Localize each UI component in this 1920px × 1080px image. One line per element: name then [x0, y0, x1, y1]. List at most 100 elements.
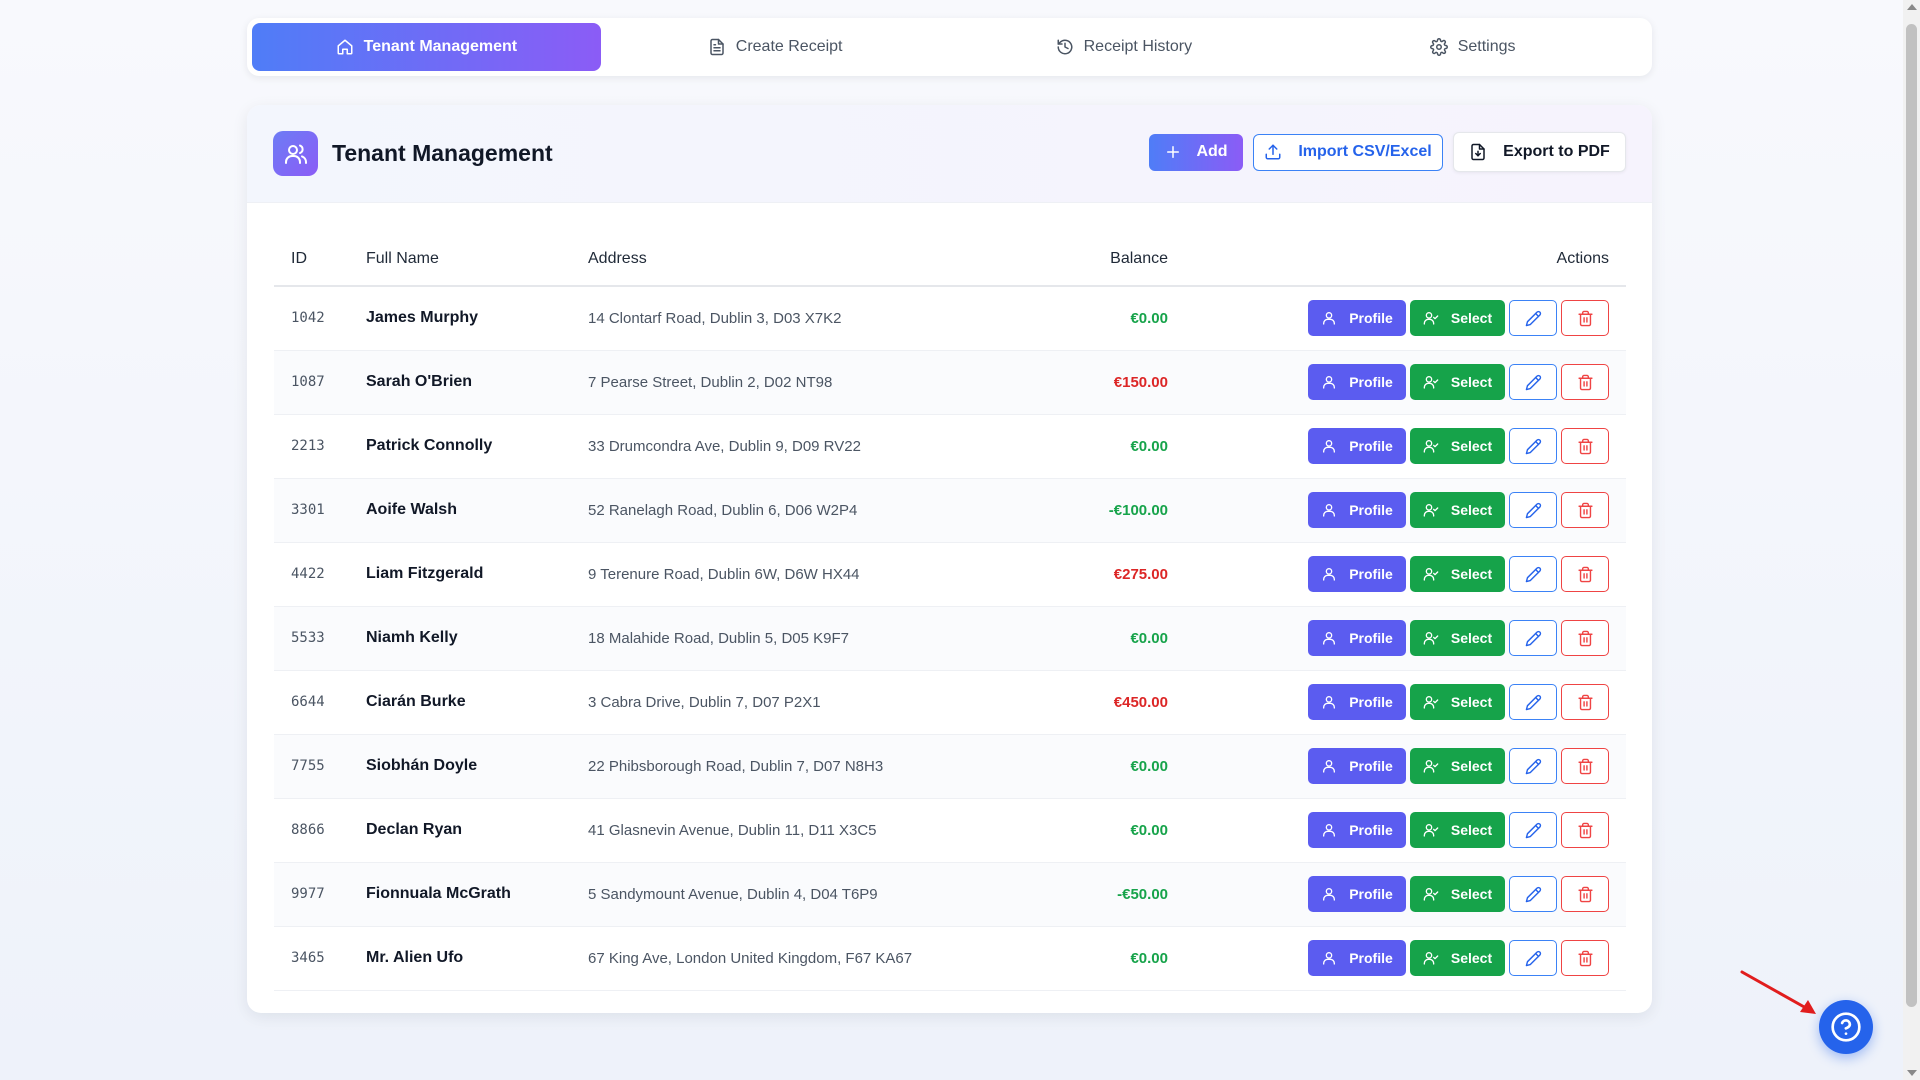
trash-icon — [1577, 502, 1593, 518]
select-button[interactable]: Select — [1410, 364, 1505, 400]
select-button[interactable]: Select — [1410, 428, 1505, 464]
profile-button[interactable]: Profile — [1308, 940, 1406, 976]
tenant-id: 6644 — [291, 694, 325, 710]
select-button[interactable]: Select — [1410, 684, 1505, 720]
tenant-address: 3 Cabra Drive, Dublin 7, D07 P2X1 — [588, 693, 821, 711]
select-button[interactable]: Select — [1410, 556, 1505, 592]
profile-button[interactable]: Profile — [1308, 812, 1406, 848]
edit-button[interactable] — [1509, 748, 1557, 784]
profile-label: Profile — [1349, 502, 1393, 518]
delete-button[interactable] — [1561, 620, 1609, 656]
tenant-id: 1042 — [291, 310, 325, 327]
tenant-table: ID Full Name Address Balance Actions 104… — [274, 233, 1626, 991]
delete-button[interactable] — [1561, 940, 1609, 976]
profile-label: Profile — [1349, 438, 1393, 454]
user-icon — [1323, 760, 1336, 773]
export-pdf-button[interactable]: Export to PDF — [1453, 132, 1626, 172]
scroll-up-arrow[interactable] — [1907, 4, 1917, 10]
history-icon — [1057, 39, 1073, 55]
select-button[interactable]: Select — [1410, 492, 1505, 528]
select-button[interactable]: Select — [1410, 940, 1505, 976]
profile-button[interactable]: Profile — [1308, 428, 1406, 464]
add-tenant-button[interactable]: Add — [1149, 133, 1243, 171]
edit-button[interactable] — [1509, 428, 1557, 464]
import-csv-button[interactable]: Import CSV/Excel — [1253, 133, 1443, 171]
select-label: Select — [1450, 694, 1493, 710]
row-actions: Profile Select — [1168, 606, 1626, 670]
select-label: Select — [1450, 438, 1493, 454]
profile-label: Profile — [1349, 310, 1393, 327]
profile-button[interactable]: Profile — [1308, 748, 1406, 784]
edit-button[interactable] — [1509, 300, 1557, 337]
edit-button[interactable] — [1509, 492, 1557, 528]
header-balance: Balance — [1028, 233, 1168, 287]
trash-icon — [1577, 694, 1593, 710]
select-button[interactable]: Select — [1410, 300, 1505, 337]
profile-button[interactable]: Profile — [1308, 620, 1406, 656]
tenant-name: Sarah O'Brien — [366, 373, 473, 390]
tenant-name: Aoife Walsh — [366, 501, 457, 518]
tab-receipt-history[interactable]: Receipt History — [950, 23, 1299, 71]
select-button[interactable]: Select — [1410, 748, 1505, 784]
profile-button[interactable]: Profile — [1308, 300, 1406, 337]
user-check-icon — [1423, 952, 1439, 965]
delete-button[interactable] — [1561, 492, 1609, 528]
select-button[interactable]: Select — [1410, 620, 1505, 656]
tenant-name: Declan Ryan — [366, 821, 463, 838]
help-button[interactable] — [1819, 1000, 1873, 1054]
delete-button[interactable] — [1561, 876, 1609, 912]
pencil-icon — [1525, 886, 1541, 902]
edit-button[interactable] — [1509, 556, 1557, 592]
profile-button[interactable]: Profile — [1308, 492, 1406, 528]
user-icon — [1323, 952, 1336, 965]
select-button[interactable]: Select — [1410, 876, 1505, 912]
profile-button[interactable]: Profile — [1308, 556, 1406, 592]
page-title: Tenant Management — [332, 140, 553, 166]
delete-button[interactable] — [1561, 428, 1609, 464]
delete-button[interactable] — [1561, 812, 1609, 848]
tab-settings[interactable]: Settings — [1298, 23, 1647, 71]
delete-button[interactable] — [1561, 556, 1609, 592]
edit-button[interactable] — [1509, 812, 1557, 848]
user-check-icon — [1423, 696, 1439, 709]
trash-icon — [1577, 438, 1593, 454]
select-label: Select — [1450, 502, 1493, 518]
tenant-name: Patrick Connolly — [366, 437, 493, 454]
delete-button[interactable] — [1561, 364, 1609, 400]
tab-label: Receipt History — [1083, 38, 1193, 55]
tab-tenant-management[interactable]: Tenant Management — [252, 23, 601, 71]
select-button[interactable]: Select — [1410, 812, 1505, 848]
edit-button[interactable] — [1509, 620, 1557, 656]
profile-button[interactable]: Profile — [1308, 876, 1406, 912]
edit-button[interactable] — [1509, 364, 1557, 400]
profile-button[interactable]: Profile — [1308, 684, 1406, 720]
tenant-id: 4422 — [291, 566, 325, 582]
table-row: 7755 Siobhán Doyle 22 Phibsborough Road, D… — [274, 734, 1626, 798]
scroll-thumb[interactable] — [1906, 24, 1917, 1007]
trash-icon — [1577, 950, 1593, 966]
edit-button[interactable] — [1509, 684, 1557, 720]
tenant-name: Mr. Alien Ufo — [366, 949, 464, 966]
tab-label: Settings — [1457, 38, 1516, 55]
edit-button[interactable] — [1509, 940, 1557, 976]
trash-icon — [1577, 374, 1593, 390]
profile-button[interactable]: Profile — [1308, 364, 1406, 400]
delete-button[interactable] — [1561, 300, 1609, 337]
pencil-icon — [1525, 374, 1541, 390]
add-label: Add — [1196, 143, 1228, 160]
edit-button[interactable] — [1509, 876, 1557, 912]
table-row: 1042 James Murphy 14 Clontarf Road, Dublin… — [274, 286, 1626, 350]
user-check-icon — [1423, 568, 1439, 581]
scroll-down-arrow[interactable] — [1907, 1070, 1917, 1076]
tenant-name: Siobhán Doyle — [366, 757, 478, 774]
tenant-address: 52 Ranelagh Road, Dublin 6, D06 W2P4 — [588, 501, 858, 519]
delete-button[interactable] — [1561, 684, 1609, 720]
tenant-name: Ciarán Burke — [366, 693, 466, 710]
user-icon — [1323, 824, 1336, 837]
users-icon — [273, 131, 318, 176]
page-scrollbar[interactable] — [1903, 0, 1920, 1080]
tenant-balance: €0.00 — [1130, 629, 1168, 647]
tenant-address: 33 Drumcondra Ave, Dublin 9, D09 RV22 — [588, 437, 861, 455]
tab-create-receipt[interactable]: Create Receipt — [601, 23, 950, 71]
delete-button[interactable] — [1561, 748, 1609, 784]
